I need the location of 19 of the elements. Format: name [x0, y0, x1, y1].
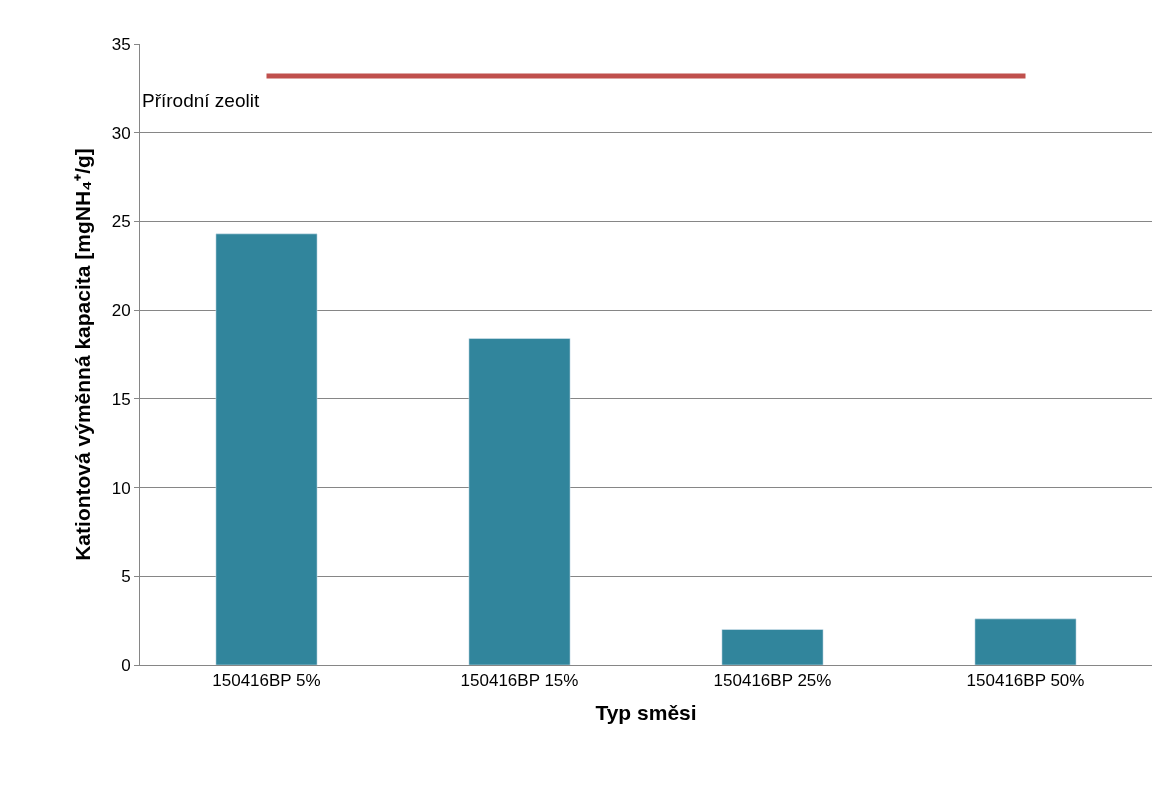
- y-axis-title: Kationtová výměnná kapacita [mgNH₄⁺/g]: [70, 148, 94, 561]
- y-tick-label: 35: [111, 34, 131, 54]
- y-tick-label: 15: [111, 389, 131, 409]
- y-tick-label: 20: [111, 301, 131, 321]
- x-tick-label: 150416BP 50%: [966, 671, 1085, 691]
- y-tick-label: 25: [111, 212, 131, 232]
- bar: [215, 233, 318, 665]
- x-tick-label: 150416BP 15%: [460, 671, 579, 691]
- x-tick-label: 150416BP 5%: [212, 671, 321, 691]
- x-axis-title: Typ směsi: [595, 700, 697, 724]
- bar: [468, 338, 571, 665]
- bar: [721, 629, 824, 665]
- series-label: Přírodní zeolit: [142, 90, 260, 111]
- y-tick-label: 10: [111, 478, 131, 498]
- y-tick-label: 30: [111, 123, 131, 143]
- y-tick-label: 0: [121, 655, 131, 675]
- y-tick-label: 5: [121, 567, 131, 587]
- x-tick-label: 150416BP 25%: [713, 671, 832, 691]
- bar: [974, 618, 1077, 665]
